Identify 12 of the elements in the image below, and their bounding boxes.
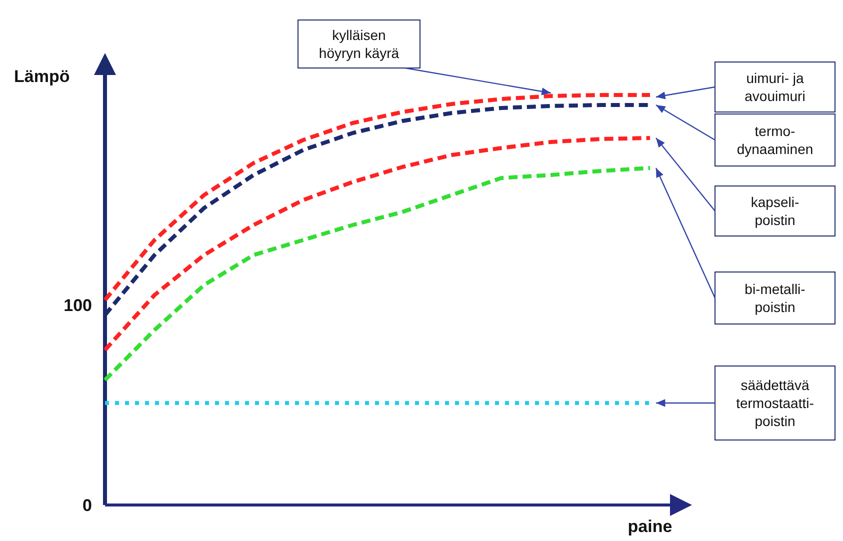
line-series <box>103 166 652 382</box>
x-axis-title: paine <box>628 517 672 536</box>
text: termo-dynaaminen <box>736 123 814 157</box>
y-tick-label: 100 <box>64 296 92 315</box>
line-series <box>103 136 652 352</box>
y-tick-label: 0 <box>82 496 92 515</box>
text: bi-metalli-poistin <box>744 281 806 315</box>
text: säädettävä termostaatti-poistin <box>736 377 814 429</box>
y-axis-title: Lämpö <box>14 67 70 86</box>
text: uimuri- ja avouimuri <box>744 70 806 104</box>
text: kapseli-poistin <box>750 194 800 228</box>
text: kylläisen höyryn käyrä <box>318 27 400 61</box>
